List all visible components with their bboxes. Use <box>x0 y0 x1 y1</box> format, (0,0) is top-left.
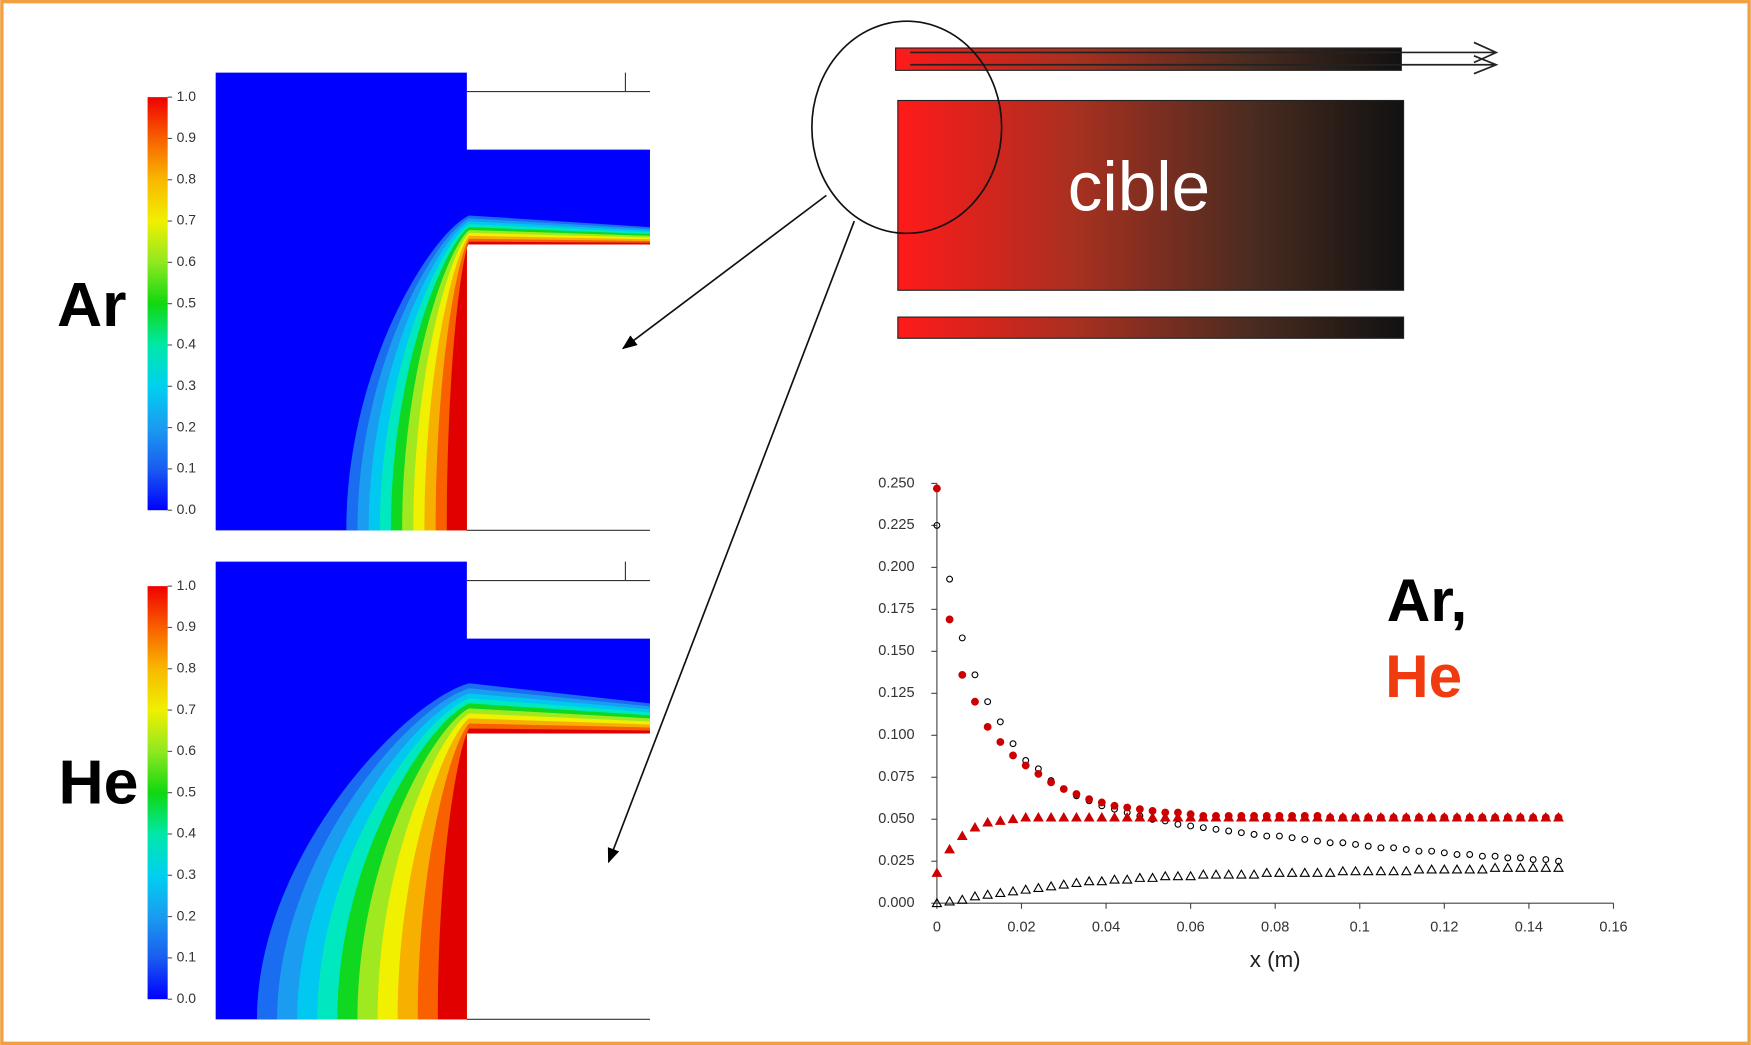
colorbar-label: 0.1 <box>177 460 197 476</box>
y-tick-label: 0.000 <box>878 895 914 911</box>
colorbar-label: 0.6 <box>177 253 197 269</box>
x-tick-label: 0.1 <box>1350 920 1370 936</box>
marker <box>1086 796 1093 803</box>
annotation: Ar, <box>1387 566 1467 634</box>
x-tick-label: 0.08 <box>1261 920 1289 936</box>
colorbar-label: 0.0 <box>177 501 197 517</box>
marker <box>1137 806 1144 813</box>
colorbar-label: 1.0 <box>177 577 197 593</box>
colorbar-label: 0.9 <box>177 618 197 634</box>
y-tick-label: 0.125 <box>878 685 914 701</box>
y-tick-label: 0.175 <box>878 601 914 617</box>
marker <box>997 739 1004 746</box>
marker <box>1060 786 1067 793</box>
colorbar-label: 0.4 <box>177 336 197 352</box>
colorbar-label: 0.2 <box>177 907 197 923</box>
bottom-bar <box>898 317 1404 338</box>
target-label: cible <box>1068 147 1210 225</box>
x-tick-label: 0.02 <box>1007 920 1035 936</box>
marker <box>984 724 991 731</box>
marker <box>1048 779 1055 786</box>
marker <box>1098 799 1105 806</box>
marker <box>959 671 966 678</box>
slide: cible Ar 0.0 0.1 0.2 0.3 0.4 0.5 0.6 0.7 0.8 0.9 1.… <box>0 0 1751 1045</box>
colorbar-label: 0.9 <box>177 129 197 145</box>
y-tick-label: 0.025 <box>878 853 914 869</box>
colorbar-label: 0.5 <box>177 294 197 310</box>
colorbar-label: 0.3 <box>177 866 197 882</box>
colorbar-label: 1.0 <box>177 88 197 104</box>
marker <box>1073 791 1080 798</box>
colorbar-label: 0.3 <box>177 377 197 393</box>
marker <box>972 698 979 705</box>
colorbar-label: 0.0 <box>177 990 197 1006</box>
x-tick-label: 0.16 <box>1599 920 1627 936</box>
y-tick-label: 0.200 <box>878 559 914 575</box>
marker <box>1010 752 1017 759</box>
x-tick-label: 0.12 <box>1430 920 1458 936</box>
x-tick-label: 0.14 <box>1515 920 1543 936</box>
colorbar-label: 0.7 <box>177 701 197 717</box>
colorbar-label: 0.6 <box>177 742 197 758</box>
gas-label: He <box>58 748 138 818</box>
colorbar-label: 0.5 <box>177 783 197 799</box>
gas-label: Ar <box>57 270 126 340</box>
colorbar <box>148 97 168 510</box>
colorbar <box>148 586 168 999</box>
colorbar-label: 0.1 <box>177 949 197 965</box>
colorbar-label: 0.8 <box>177 170 197 186</box>
colorbar-label: 0.4 <box>177 825 197 841</box>
y-tick-label: 0.225 <box>878 517 914 533</box>
x-tick-label: 0.04 <box>1092 920 1120 936</box>
marker <box>1124 804 1131 811</box>
x-tick-label: 0 <box>933 920 941 936</box>
marker <box>1022 762 1029 769</box>
marker <box>946 616 953 623</box>
y-tick-label: 0.250 <box>878 475 914 491</box>
y-tick-label: 0.050 <box>878 811 914 827</box>
colorbar-label: 0.7 <box>177 212 197 228</box>
marker <box>1035 771 1042 778</box>
x-tick-label: 0.06 <box>1177 920 1205 936</box>
page: {"diagram_label": "cible", "contours": [… <box>0 0 1751 1045</box>
y-tick-label: 0.150 <box>878 643 914 659</box>
y-tick-label: 0.075 <box>878 769 914 785</box>
beam-bar <box>896 48 1402 70</box>
marker <box>1111 802 1118 809</box>
marker <box>934 485 941 492</box>
annotation: He <box>1385 642 1462 710</box>
y-tick-label: 0.100 <box>878 727 914 743</box>
x-axis-label: x (m) <box>1250 947 1301 972</box>
colorbar-label: 0.8 <box>177 659 197 675</box>
colorbar-label: 0.2 <box>177 418 197 434</box>
